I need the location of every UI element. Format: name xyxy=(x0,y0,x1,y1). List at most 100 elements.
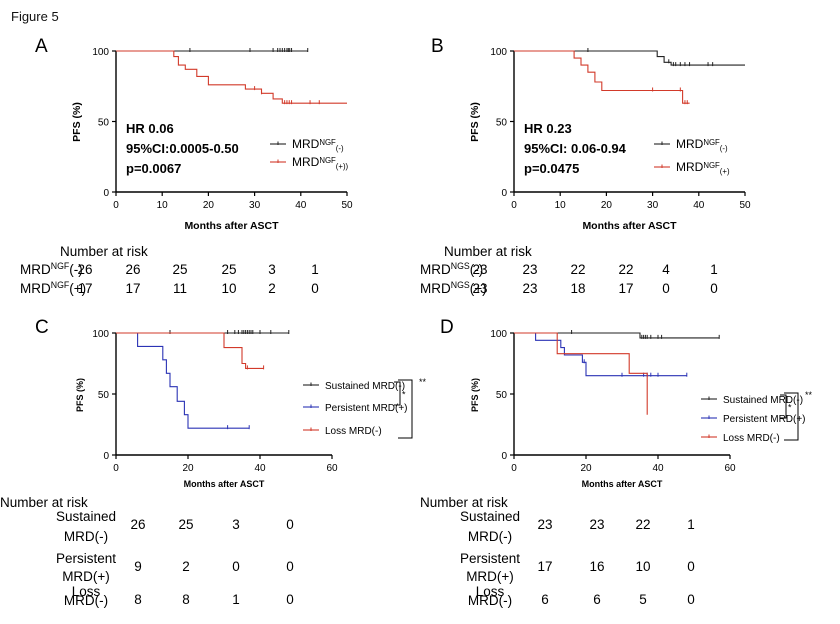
risk-value: 3 xyxy=(232,517,240,532)
y-tick-label: 50 xyxy=(496,390,508,401)
risk-value: 8 xyxy=(134,592,142,607)
figure-title: Figure 5 xyxy=(11,9,59,24)
x-tick-label: 0 xyxy=(113,200,119,211)
legend-entry: Sustained MRD(-) xyxy=(325,381,405,392)
risk-value: 17 xyxy=(537,559,552,574)
km-curve-1 xyxy=(514,50,745,66)
x-tick-label: 30 xyxy=(647,200,659,211)
risk-row-label: MRD(-) xyxy=(468,593,512,608)
risk-value: 2 xyxy=(268,281,276,296)
risk-value: 26 xyxy=(125,262,140,277)
y-tick-label: 0 xyxy=(103,188,109,199)
risk-value: 6 xyxy=(541,592,549,607)
risk-value: 1 xyxy=(710,262,718,277)
risk-row-label: MRDNGS(-) xyxy=(420,261,483,277)
risk-table-title: Number at risk xyxy=(420,495,508,510)
y-tick-label: 100 xyxy=(490,329,507,340)
bracket-outer xyxy=(398,379,413,439)
x-tick-label: 0 xyxy=(113,463,119,474)
risk-value: 23 xyxy=(472,262,487,277)
significance-inner: * xyxy=(788,403,792,413)
stat-line: p=0.0067 xyxy=(126,161,181,176)
x-tick-label: 20 xyxy=(580,463,592,474)
risk-value: 10 xyxy=(635,559,650,574)
risk-value: 22 xyxy=(570,262,585,277)
km-curve-2 xyxy=(116,332,250,429)
risk-value: 0 xyxy=(710,281,718,296)
x-tick-label: 60 xyxy=(326,463,338,474)
panel-letter: D xyxy=(440,317,454,338)
risk-value: 4 xyxy=(662,262,670,277)
risk-value: 5 xyxy=(639,592,647,607)
risk-value: 0 xyxy=(687,592,695,607)
risk-value: 1 xyxy=(232,592,240,607)
x-tick-label: 40 xyxy=(693,200,705,211)
risk-row-label: Persistent xyxy=(460,551,520,566)
legend-entry: MRDNGF(+)) xyxy=(292,155,349,171)
stat-line: 95%CI:0.0005-0.50 xyxy=(126,141,239,156)
x-tick-label: 20 xyxy=(203,200,215,211)
risk-value: 9 xyxy=(134,559,142,574)
y-axis-label: PFS (%) xyxy=(71,102,83,142)
risk-value: 23 xyxy=(472,281,487,296)
km-curve-2 xyxy=(514,50,690,104)
risk-row-label: MRD(+) xyxy=(466,569,514,584)
risk-row-label: MRDNGS(+) xyxy=(420,280,487,296)
km-curve-3 xyxy=(116,332,264,369)
risk-value: 25 xyxy=(221,262,236,277)
x-tick-label: 20 xyxy=(601,200,613,211)
legend-entry: Persistent MRD(+) xyxy=(325,403,408,414)
risk-row-label: Persistent xyxy=(56,551,116,566)
stat-line: HR 0.06 xyxy=(126,121,174,136)
x-tick-label: 50 xyxy=(341,200,353,211)
risk-value: 0 xyxy=(232,559,240,574)
risk-value: 10 xyxy=(221,281,236,296)
bracket-inner xyxy=(780,394,787,419)
risk-row-label: MRDNGF(+) xyxy=(20,280,86,296)
x-tick-label: 0 xyxy=(511,200,517,211)
y-tick-label: 100 xyxy=(92,47,109,58)
risk-value: 2 xyxy=(182,559,190,574)
risk-value: 0 xyxy=(286,559,294,574)
stat-line: 95%CI: 0.06-0.94 xyxy=(524,141,627,156)
x-tick-label: 30 xyxy=(249,200,261,211)
risk-value: 23 xyxy=(522,262,537,277)
panel-letter: B xyxy=(431,36,444,57)
risk-table-title: Number at risk xyxy=(0,495,88,510)
risk-value: 1 xyxy=(311,262,319,277)
risk-value: 11 xyxy=(173,281,187,296)
risk-value: 17 xyxy=(618,281,633,296)
y-tick-label: 50 xyxy=(496,118,508,129)
km-curve-1 xyxy=(514,332,720,339)
x-axis-label: Months after ASCT xyxy=(184,220,279,232)
risk-value: 25 xyxy=(172,262,187,277)
significance-outer: ** xyxy=(805,390,813,400)
legend-entry: MRDNGF(-) xyxy=(676,137,728,153)
y-axis-label: PFS (%) xyxy=(75,378,85,412)
panel-letter: A xyxy=(35,36,48,57)
x-tick-label: 50 xyxy=(739,200,751,211)
risk-table-title: Number at risk xyxy=(60,244,148,259)
risk-value: 22 xyxy=(618,262,633,277)
x-tick-label: 10 xyxy=(157,200,169,211)
risk-row-label: Sustained xyxy=(56,509,116,524)
risk-value: 8 xyxy=(182,592,190,607)
y-axis-label: PFS (%) xyxy=(469,102,481,142)
y-tick-label: 0 xyxy=(501,451,507,462)
risk-value: 1 xyxy=(687,517,695,532)
risk-row-label: MRD(+) xyxy=(62,569,110,584)
legend-entry: Loss MRD(-) xyxy=(325,426,382,437)
x-tick-label: 40 xyxy=(254,463,266,474)
risk-table-title: Number at risk xyxy=(444,244,532,259)
x-tick-label: 0 xyxy=(511,463,517,474)
km-curve-3 xyxy=(514,332,648,415)
risk-value: 6 xyxy=(593,592,601,607)
risk-value: 22 xyxy=(635,517,650,532)
km-curve-2 xyxy=(116,50,347,104)
legend-entry: Sustained MRD(-) xyxy=(723,395,803,406)
panel-letter: C xyxy=(35,317,49,338)
